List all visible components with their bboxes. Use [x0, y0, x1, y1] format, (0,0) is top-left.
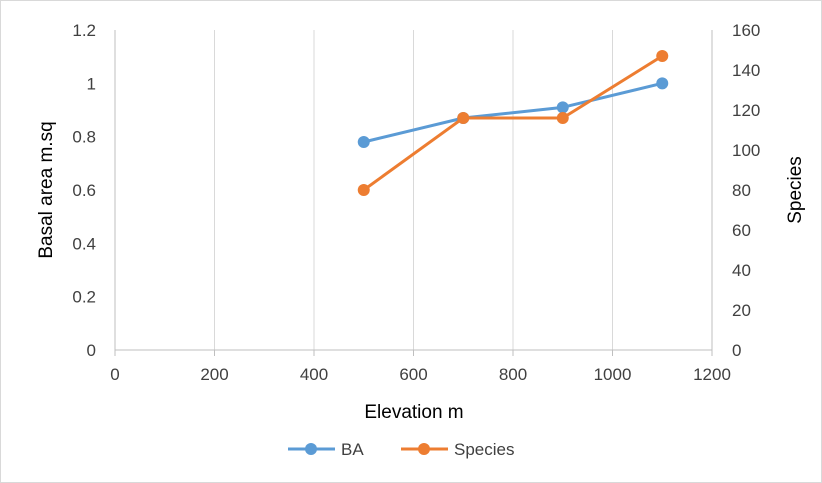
left-y-tick-label: 0.8 — [72, 128, 96, 147]
right-y-tick-label: 100 — [732, 141, 760, 160]
left-y-tick-label: 1.2 — [72, 21, 96, 40]
left-y-tick-label: 0 — [87, 341, 96, 360]
legend-label-ba: BA — [341, 440, 364, 459]
legend: BA Species — [288, 440, 514, 459]
left-y-axis-title: Basal area m.sq — [36, 121, 57, 258]
series-line-ba — [363, 81, 663, 144]
series-layer — [357, 50, 669, 196]
x-tick-label: 200 — [200, 365, 228, 384]
right-y-tick-label: 120 — [732, 101, 760, 120]
left-y-axis-ticks: 0 0.2 0.4 0.6 0.8 1 1.2 — [72, 21, 96, 360]
right-y-tick-label: 140 — [732, 61, 760, 80]
data-point-species — [457, 112, 470, 124]
x-tick-label: 400 — [300, 365, 328, 384]
right-y-tick-label: 0 — [732, 341, 741, 360]
right-y-axis-title: Species — [785, 156, 806, 224]
x-tick-label: 0 — [110, 365, 119, 384]
data-point-species — [357, 184, 370, 196]
data-point-species — [656, 50, 669, 62]
left-y-tick-label: 0.4 — [72, 234, 96, 253]
x-tick-label: 600 — [399, 365, 427, 384]
left-y-tick-label: 0.6 — [72, 181, 96, 200]
right-y-tick-label: 60 — [732, 221, 751, 240]
axes — [114, 30, 713, 356]
x-tick-label: 1200 — [693, 365, 731, 384]
x-axis-ticks: 0 200 400 600 800 1000 1200 — [110, 365, 731, 384]
legend-marker-species — [418, 443, 430, 455]
x-tick-label: 800 — [499, 365, 527, 384]
left-y-tick-label: 1 — [87, 74, 96, 93]
x-tick-label: 1000 — [594, 365, 632, 384]
right-y-axis-ticks: 0 20 40 60 80 100 120 140 160 — [732, 21, 760, 360]
data-point-ba — [357, 136, 370, 148]
right-y-tick-label: 80 — [732, 181, 751, 200]
right-y-tick-label: 160 — [732, 21, 760, 40]
data-point-ba — [656, 77, 669, 90]
series-line-species — [362, 54, 664, 192]
x-axis-title: Elevation m — [364, 402, 463, 423]
gridlines — [214, 30, 713, 350]
left-y-tick-label: 0.2 — [72, 288, 96, 307]
data-point-species — [556, 112, 569, 124]
legend-label-species: Species — [454, 440, 514, 459]
legend-marker-ba — [305, 443, 317, 455]
data-point-ba — [556, 101, 569, 114]
right-y-tick-label: 40 — [732, 261, 751, 280]
right-y-tick-label: 20 — [732, 301, 751, 320]
